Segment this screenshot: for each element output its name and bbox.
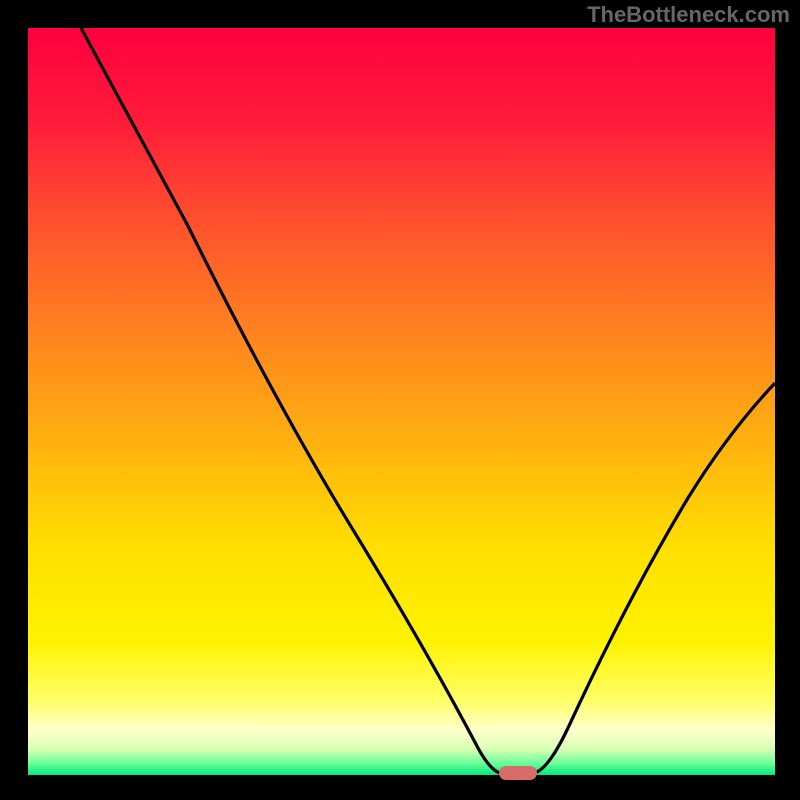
watermark: TheBottleneck.com (587, 2, 790, 28)
optimal-marker (499, 766, 537, 780)
bottleneck-curve (28, 28, 775, 775)
curve-path (81, 28, 775, 773)
